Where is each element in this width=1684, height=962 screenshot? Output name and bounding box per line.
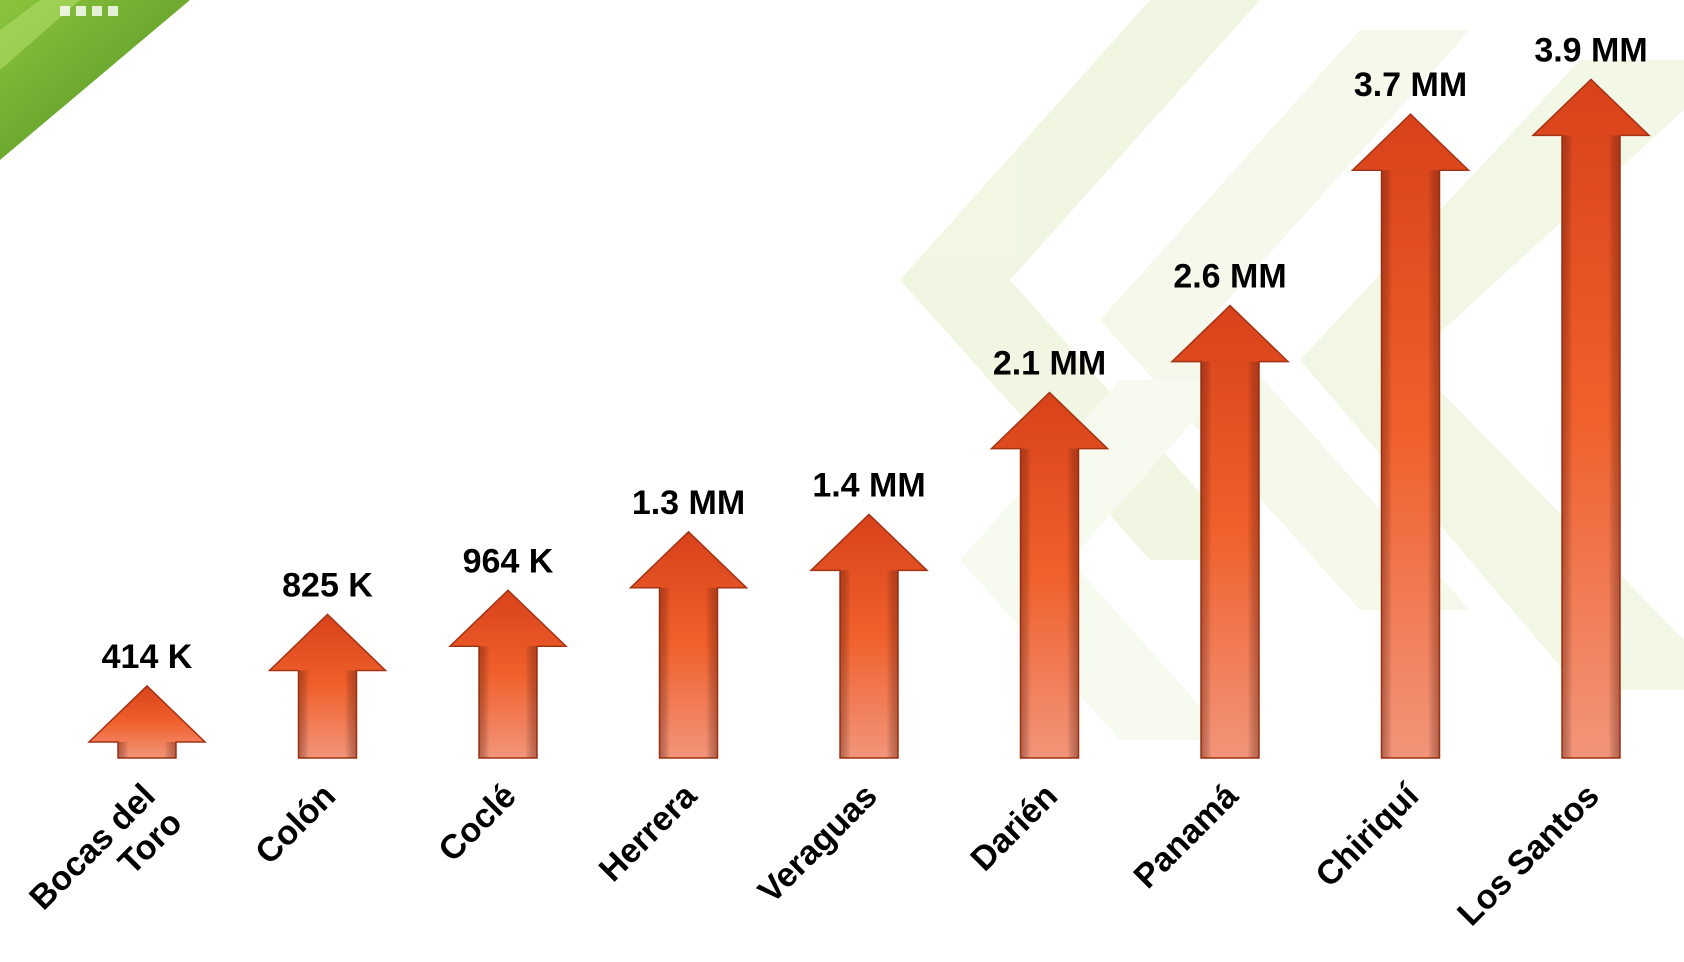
bar-arrow-shading — [479, 646, 537, 758]
category-label: Veraguas — [751, 777, 885, 911]
data-label: 2.6 MM — [1173, 258, 1286, 296]
category-label: Colón — [248, 777, 343, 872]
logo-corner — [0, 0, 190, 160]
bar-arrow-shading — [840, 570, 898, 758]
bar-arrow-shading — [1201, 361, 1259, 758]
category-label: Los Santos — [1450, 777, 1606, 933]
bar-arrow-shading — [118, 741, 176, 758]
data-label: 1.4 MM — [812, 466, 925, 504]
chart-marks: 414 K Bocas delToro 825 K Colón 964 K Coclé 1.… — [22, 31, 1651, 944]
bar-arrow-shading — [298, 670, 357, 758]
bar-arrow-shading — [1562, 135, 1620, 758]
category-label: Coclé — [431, 777, 523, 869]
data-label: 1.3 MM — [632, 484, 745, 522]
data-label: 3.9 MM — [1534, 31, 1647, 69]
category-label: Panamá — [1127, 777, 1246, 896]
category-label: Herrera — [592, 776, 705, 889]
category-label: Darién — [963, 777, 1065, 879]
data-label: 964 K — [463, 542, 554, 580]
bar-arrow-shading — [659, 587, 718, 758]
data-label: 2.1 MM — [993, 345, 1106, 383]
category-label: Bocas delToro — [22, 777, 189, 944]
data-label: 825 K — [282, 566, 373, 604]
data-label: 414 K — [102, 638, 193, 676]
bar-arrow-shading — [1381, 170, 1440, 758]
category-label: Chiriquí — [1308, 776, 1427, 895]
data-label: 3.7 MM — [1354, 66, 1467, 104]
bar-arrow-shading — [1020, 448, 1079, 758]
